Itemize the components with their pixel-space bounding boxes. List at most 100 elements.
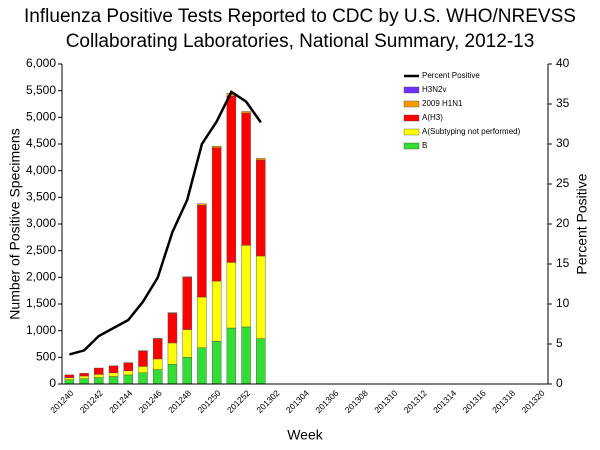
bar-segment (64, 374, 75, 378)
bar-segment (167, 342, 178, 365)
bar-segment (167, 364, 178, 385)
x-tick-label: 201314 (431, 388, 458, 415)
bar-segment (167, 312, 178, 344)
y-tick-label: 3,000 (26, 216, 56, 230)
bar-segment (138, 350, 148, 367)
bar-segment (153, 369, 163, 385)
bar-segment (153, 358, 163, 370)
legend-marker (403, 142, 420, 150)
bar-segment (94, 377, 104, 385)
x-tick-label: 201246 (137, 388, 164, 415)
bar-segment (211, 280, 222, 342)
y-tick-label: 4,000 (26, 163, 56, 177)
y2-tick-label: 15 (556, 256, 570, 270)
legend-label: A(H3) (422, 113, 443, 122)
bar-segment (94, 374, 104, 378)
y2-tick-label: 10 (556, 296, 570, 310)
bar-segment (256, 338, 266, 385)
x-tick-label: 201320 (520, 388, 547, 415)
legend-label: 2009 H1N1 (422, 99, 463, 108)
bar-segment (197, 205, 207, 298)
legend-label: H3N2v (422, 85, 446, 94)
legend-label: Percent Positive (422, 71, 480, 80)
bar-segment (138, 366, 148, 373)
x-tick-label: 201244 (107, 388, 134, 415)
bar-segment (79, 375, 89, 379)
bar-segment (108, 376, 119, 385)
x-tick-label: 201248 (166, 388, 193, 415)
chart-title: Collaborating Laboratories, National Sum… (66, 31, 535, 52)
chart-title: Influenza Positive Tests Reported to CDC… (24, 6, 576, 27)
bar-segment (64, 377, 75, 380)
bar-segment (153, 338, 163, 360)
bar-segment (138, 372, 148, 385)
bar-segment (226, 95, 237, 263)
y2-axis-label: Percent Positive (574, 173, 590, 274)
x-tick-label: 201240 (48, 388, 75, 415)
x-tick-label: 201310 (372, 388, 399, 415)
y-tick-label: 2,500 (26, 243, 56, 257)
bar-segment (241, 245, 251, 328)
y2-tick-label: 20 (556, 216, 570, 230)
bar-segment (241, 111, 251, 114)
x-tick-label: 201312 (402, 388, 429, 415)
line (69, 90, 262, 356)
bar-segment (108, 365, 119, 374)
y-tick-label: 1,000 (26, 323, 56, 337)
x-tick-label: 201308 (343, 388, 370, 415)
y-tick-label: 1,500 (26, 296, 56, 310)
y2-tick-label: 5 (556, 336, 563, 350)
bar-segment (79, 378, 89, 385)
bar-segment (256, 159, 266, 257)
y-tick-label: 3,500 (26, 190, 56, 204)
x-tick-label: 201302 (254, 388, 281, 415)
bar-segment (182, 329, 192, 358)
x-tick-label: 201304 (284, 388, 311, 415)
y2-tick-label: 0 (556, 376, 563, 390)
bar-segment (256, 255, 266, 339)
x-tick-label: 201318 (490, 388, 517, 415)
y-tick-label: 500 (36, 350, 56, 364)
bar-segment (211, 341, 222, 385)
bar-segment (241, 112, 251, 246)
y-tick-label: 6,000 (26, 56, 56, 70)
y-tick-label: 2,000 (26, 270, 56, 284)
legend-label: A(Subtyping not performed) (422, 127, 521, 136)
bar-segment (226, 327, 237, 385)
y-tick-label: 4,500 (26, 136, 56, 150)
x-tick-label: 201250 (196, 388, 223, 415)
bar-segment (211, 147, 222, 282)
bar-segment (226, 262, 237, 329)
bar-segment (182, 357, 192, 385)
bar-segment (182, 276, 192, 278)
legend-marker (403, 128, 420, 136)
y-tick-label: 5,500 (26, 83, 56, 97)
bar-segment (94, 367, 104, 375)
bar-segment (123, 370, 133, 376)
x-tick-label: 201242 (78, 388, 105, 415)
y2-tick-label: 35 (556, 96, 570, 110)
y-tick-label: 5,000 (26, 110, 56, 124)
bar-segment (211, 145, 222, 148)
y-axis-label: Number of Positive Specimens (7, 128, 23, 319)
x-tick-label: 201306 (313, 388, 340, 415)
bar-segment (256, 158, 266, 161)
bar-segment (241, 326, 251, 385)
legend-marker (403, 100, 420, 108)
legend-label: B (422, 141, 427, 150)
x-tick-label: 201316 (461, 388, 488, 415)
bar-segment (197, 347, 207, 385)
bar-segment (182, 277, 192, 330)
y-tick-label: 0 (49, 376, 56, 390)
bar-segment (197, 296, 207, 348)
bar-segment (197, 203, 207, 206)
y2-tick-label: 25 (556, 176, 570, 190)
x-axis-label: Week (287, 427, 324, 443)
legend-marker (403, 86, 420, 94)
legend-marker (403, 114, 420, 122)
y2-tick-label: 40 (556, 56, 570, 70)
bar-segment (108, 372, 119, 377)
bar-segment (79, 373, 89, 377)
bar-segment (123, 362, 133, 371)
y2-tick-label: 30 (556, 136, 570, 150)
